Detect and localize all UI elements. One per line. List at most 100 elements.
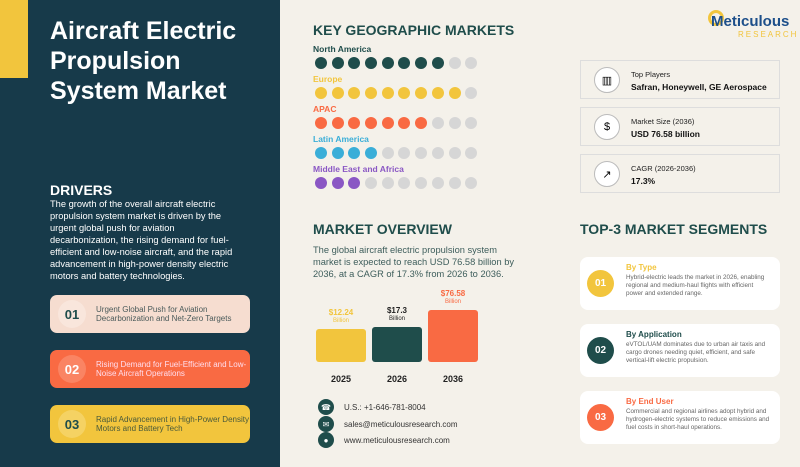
year-label: 2026 <box>386 374 408 384</box>
empty-dot <box>398 147 411 159</box>
driver-number: 02 <box>58 355 86 383</box>
filled-dot <box>365 117 378 129</box>
empty-dot <box>465 87 478 99</box>
filled-dot <box>331 177 344 189</box>
line-chart-icon: ↗ <box>594 161 620 187</box>
empty-dot <box>448 147 461 159</box>
filled-dot <box>348 87 361 99</box>
left-panel <box>0 0 280 467</box>
segment-title: By Type <box>626 263 657 272</box>
filled-dot <box>398 117 411 129</box>
filled-dot <box>365 87 378 99</box>
filled-dot <box>398 57 411 69</box>
filled-dot <box>348 117 361 129</box>
filled-dot <box>315 57 327 69</box>
phone-icon: ☎ <box>318 399 334 415</box>
filled-dot <box>348 147 361 159</box>
empty-dot <box>415 177 428 189</box>
segment-text: Hybrid-electric leads the market in 2026… <box>626 274 765 297</box>
filled-dot <box>315 117 327 129</box>
driver-text: Rising Demand for Fuel-Efficient and Low… <box>96 359 247 379</box>
empty-dot <box>431 117 444 129</box>
driver-text: Rapid Advancement in High-Power Density … <box>96 414 249 434</box>
info-card: $ Market Size (2036) USD 76.58 billion <box>580 107 780 146</box>
segment-title: By End User <box>626 397 674 406</box>
filled-dot <box>315 177 327 189</box>
filled-dot <box>348 57 361 69</box>
region-label: APAC <box>313 104 337 114</box>
region-label: Europe <box>313 74 343 84</box>
money-bag-icon: $ <box>594 114 620 140</box>
filled-dot <box>415 57 428 69</box>
empty-dot <box>415 147 428 159</box>
region-dots <box>315 87 478 99</box>
segment-number: 01 <box>587 270 614 297</box>
filled-dot <box>331 147 344 159</box>
driver-number: 01 <box>58 300 86 328</box>
segment-card: 01 By Type Hybrid-electric leads the marke… <box>580 257 780 310</box>
filled-dot <box>381 87 394 99</box>
empty-dot <box>465 147 478 159</box>
region-label: Latin America <box>313 134 369 144</box>
segment-card: 02 By Application eVTOL/UAM dominates due … <box>580 324 780 377</box>
filled-dot <box>381 57 394 69</box>
filled-dot <box>331 117 344 129</box>
contact-web[interactable]: ● www.meticulousresearch.com <box>318 432 450 448</box>
segment-number: 03 <box>587 404 614 431</box>
info-label: Market Size (2036) <box>631 117 695 126</box>
empty-dot <box>448 117 461 129</box>
driver-card: 03 Rapid Advancement in High-Power Densit… <box>50 405 250 443</box>
empty-dot <box>381 147 394 159</box>
segments-heading: TOP-3 MARKET SEGMENTS <box>580 221 768 237</box>
filled-dot <box>415 87 428 99</box>
contact-email[interactable]: ✉ sales@meticulousresearch.com <box>318 416 458 432</box>
info-label: Top Players <box>631 70 671 79</box>
empty-dot <box>465 117 478 129</box>
region-dots <box>315 57 478 69</box>
empty-dot <box>365 177 378 189</box>
year-label: 2036 <box>442 374 464 384</box>
region-label: North America <box>313 44 372 54</box>
driver-number: 03 <box>58 410 86 438</box>
bar-value-label: $17.3 Billion <box>386 305 408 322</box>
overview-text: The global aircraft electric propulsion … <box>313 245 515 279</box>
contact-phone[interactable]: ☎ U.S.: +1-646-781-8004 <box>318 399 426 415</box>
region-dots <box>315 177 478 189</box>
bar-2036 <box>428 310 478 362</box>
info-card: ↗ CAGR (2026-2036) 17.3% <box>580 154 780 193</box>
empty-dot <box>398 177 411 189</box>
empty-dot <box>448 57 461 69</box>
filled-dot <box>331 57 344 69</box>
filled-dot <box>398 87 411 99</box>
bar-value-label: $76.58 Billion <box>440 289 466 306</box>
filled-dot <box>365 57 378 69</box>
bar-2026 <box>372 326 422 362</box>
filled-dot <box>331 87 344 99</box>
empty-dot <box>431 147 444 159</box>
page-title: Aircraft Electric Propulsion System Mark… <box>50 17 237 105</box>
logo: Meticulous RESEARCH <box>708 10 796 50</box>
filled-dot <box>431 57 444 69</box>
info-value: 17.3% <box>631 176 656 186</box>
driver-card: 02 Rising Demand for Fuel-Efficient and L… <box>50 350 250 388</box>
empty-dot <box>431 177 444 189</box>
filled-dot <box>431 87 444 99</box>
bar-value-label: $12.24 Billion <box>328 308 354 325</box>
bar-2025 <box>316 329 366 362</box>
driver-card: 01 Urgent Global Push for Aviation Decarb… <box>50 295 250 333</box>
empty-dot <box>381 177 394 189</box>
region-label: Middle East and Africa <box>313 164 404 174</box>
accent-strip <box>0 0 28 78</box>
segment-title: By Application <box>626 330 682 339</box>
overview-heading: MARKET OVERVIEW <box>313 221 452 237</box>
filled-dot <box>315 87 327 99</box>
globe-icon: ● <box>318 432 334 448</box>
year-label: 2025 <box>330 374 352 384</box>
segment-text: Commercial and regional airlines adopt h… <box>626 408 770 431</box>
driver-text: Urgent Global Push for Aviation Decarbon… <box>96 304 232 324</box>
region-dots <box>315 147 478 159</box>
info-label: CAGR (2026-2036) <box>631 164 696 173</box>
filled-dot <box>315 147 327 159</box>
email-icon: ✉ <box>318 416 334 432</box>
info-value: Safran, Honeywell, GE Aerospace <box>631 82 767 92</box>
